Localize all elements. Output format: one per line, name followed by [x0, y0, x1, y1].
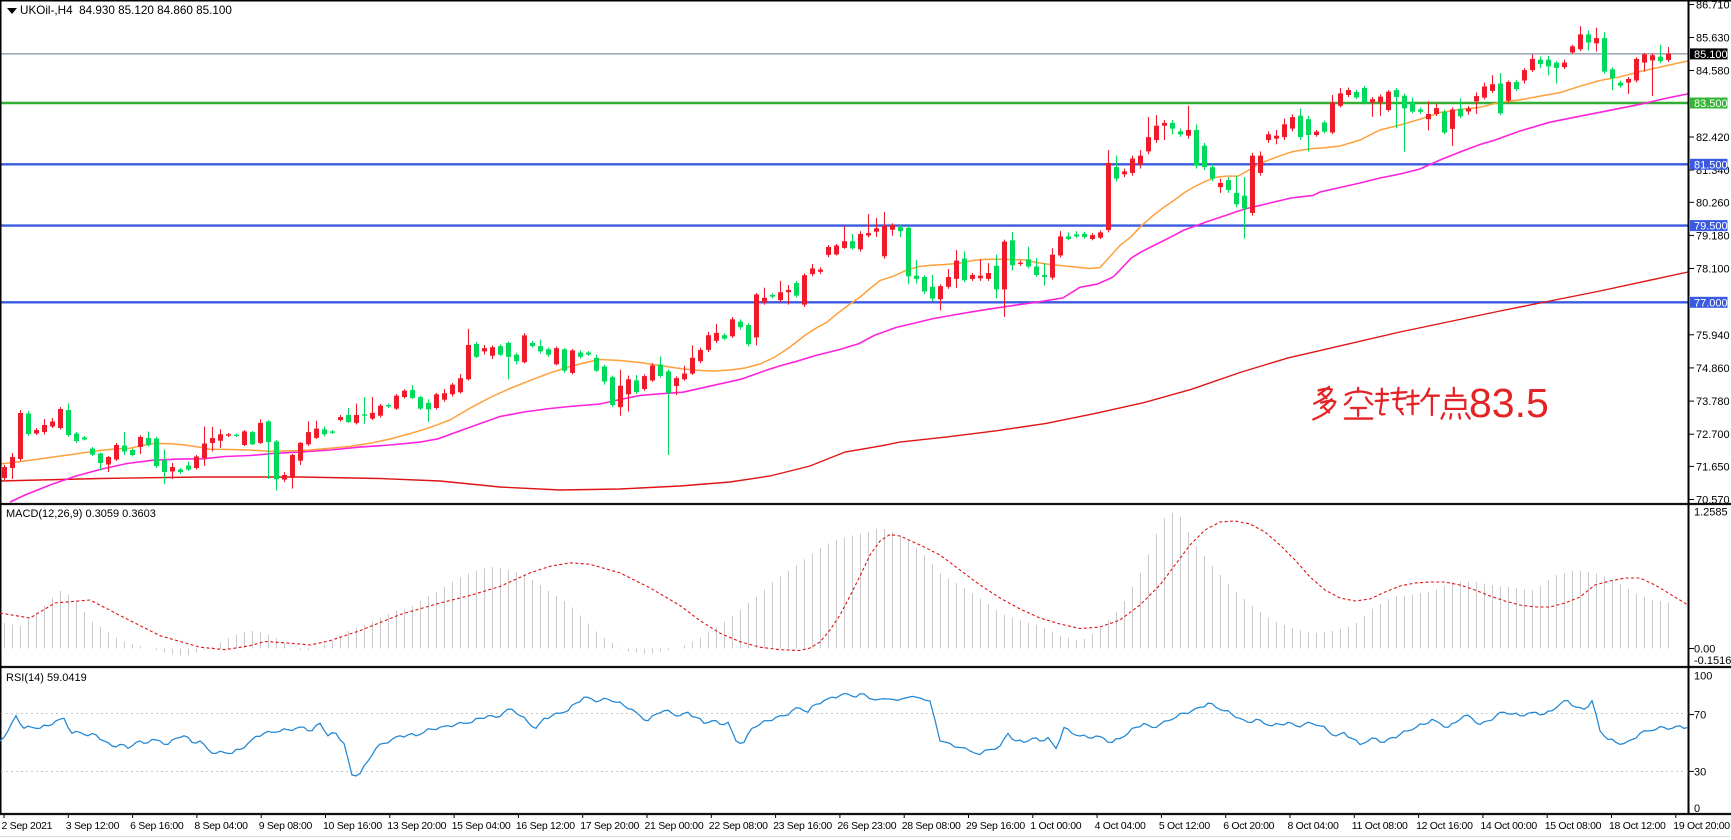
svg-text:8 Sep 04:00: 8 Sep 04:00: [194, 820, 248, 832]
svg-text:81.500: 81.500: [1694, 159, 1728, 171]
svg-text:11 Oct 08:00: 11 Oct 08:00: [1352, 820, 1408, 832]
svg-text:26 Sep 23:00: 26 Sep 23:00: [837, 820, 896, 832]
svg-text:28 Sep 08:00: 28 Sep 08:00: [902, 820, 961, 832]
svg-text:19 Oct 20:00: 19 Oct 20:00: [1673, 820, 1730, 832]
svg-text:70.570: 70.570: [1696, 495, 1730, 507]
svg-text:2 Sep 2021: 2 Sep 2021: [2, 820, 53, 832]
svg-text:71.650: 71.650: [1696, 461, 1730, 473]
svg-text:12 Oct 16:00: 12 Oct 16:00: [1416, 820, 1473, 832]
svg-text:82.420: 82.420: [1696, 132, 1730, 144]
svg-text:72.700: 72.700: [1696, 429, 1730, 441]
svg-text:85.100: 85.100: [1694, 49, 1728, 61]
svg-text:0.00: 0.00: [1694, 644, 1715, 656]
svg-text:5 Oct 12:00: 5 Oct 12:00: [1159, 820, 1210, 832]
svg-text:22 Sep 08:00: 22 Sep 08:00: [709, 820, 768, 832]
svg-text:RSI(14) 59.0419: RSI(14) 59.0419: [6, 672, 87, 684]
svg-text:13 Sep 20:00: 13 Sep 20:00: [387, 820, 446, 832]
svg-text:70: 70: [1694, 710, 1706, 722]
svg-text:14 Oct 00:00: 14 Oct 00:00: [1480, 820, 1537, 832]
svg-text:9 Sep 08:00: 9 Sep 08:00: [259, 820, 313, 832]
svg-text:21 Sep 00:00: 21 Sep 00:00: [645, 820, 704, 832]
svg-text:86.710: 86.710: [1696, 0, 1730, 12]
svg-text:1.2585: 1.2585: [1694, 507, 1728, 519]
svg-text:83.500: 83.500: [1694, 98, 1728, 110]
svg-text:78.100: 78.100: [1696, 264, 1730, 276]
svg-text:79.180: 79.180: [1696, 230, 1730, 242]
svg-text:83.5: 83.5: [1469, 380, 1549, 426]
svg-text:16 Sep 12:00: 16 Sep 12:00: [516, 820, 575, 832]
svg-text:15 Sep 04:00: 15 Sep 04:00: [452, 820, 511, 832]
svg-text:18 Oct 12:00: 18 Oct 12:00: [1609, 820, 1666, 832]
svg-text:84.580: 84.580: [1696, 66, 1730, 78]
svg-text:80.260: 80.260: [1696, 197, 1730, 209]
svg-text:6 Sep 16:00: 6 Sep 16:00: [130, 820, 184, 832]
svg-text:6 Oct 20:00: 6 Oct 20:00: [1223, 820, 1274, 832]
svg-text:29 Sep 16:00: 29 Sep 16:00: [966, 820, 1025, 832]
svg-text:15 Oct 08:00: 15 Oct 08:00: [1545, 820, 1602, 832]
svg-text:23 Sep 16:00: 23 Sep 16:00: [773, 820, 832, 832]
svg-text:UKOil-,H4 84.930 85.120 84.86: UKOil-,H4 84.930 85.120 84.860 85.100: [20, 4, 232, 17]
svg-text:17 Sep 20:00: 17 Sep 20:00: [580, 820, 639, 832]
svg-text:8 Oct 04:00: 8 Oct 04:00: [1288, 820, 1339, 832]
svg-text:100: 100: [1694, 670, 1712, 682]
svg-text:79.500: 79.500: [1694, 221, 1728, 233]
svg-text:4 Oct 04:00: 4 Oct 04:00: [1095, 820, 1146, 832]
svg-text:1 Oct 00:00: 1 Oct 00:00: [1030, 820, 1081, 832]
svg-text:85.630: 85.630: [1696, 33, 1730, 45]
svg-text:77.000: 77.000: [1694, 297, 1728, 309]
svg-text:3 Sep 12:00: 3 Sep 12:00: [66, 820, 120, 832]
svg-text:75.940: 75.940: [1696, 330, 1730, 342]
svg-text:30: 30: [1694, 766, 1706, 778]
svg-text:74.860: 74.860: [1696, 363, 1730, 375]
svg-text:73.780: 73.780: [1696, 396, 1730, 408]
svg-text:MACD(12,26,9) 0.3059 0.3603: MACD(12,26,9) 0.3059 0.3603: [6, 508, 156, 520]
svg-text:-0.1516: -0.1516: [1694, 655, 1731, 667]
svg-text:10 Sep 16:00: 10 Sep 16:00: [323, 820, 382, 832]
svg-text:0: 0: [1694, 803, 1700, 815]
